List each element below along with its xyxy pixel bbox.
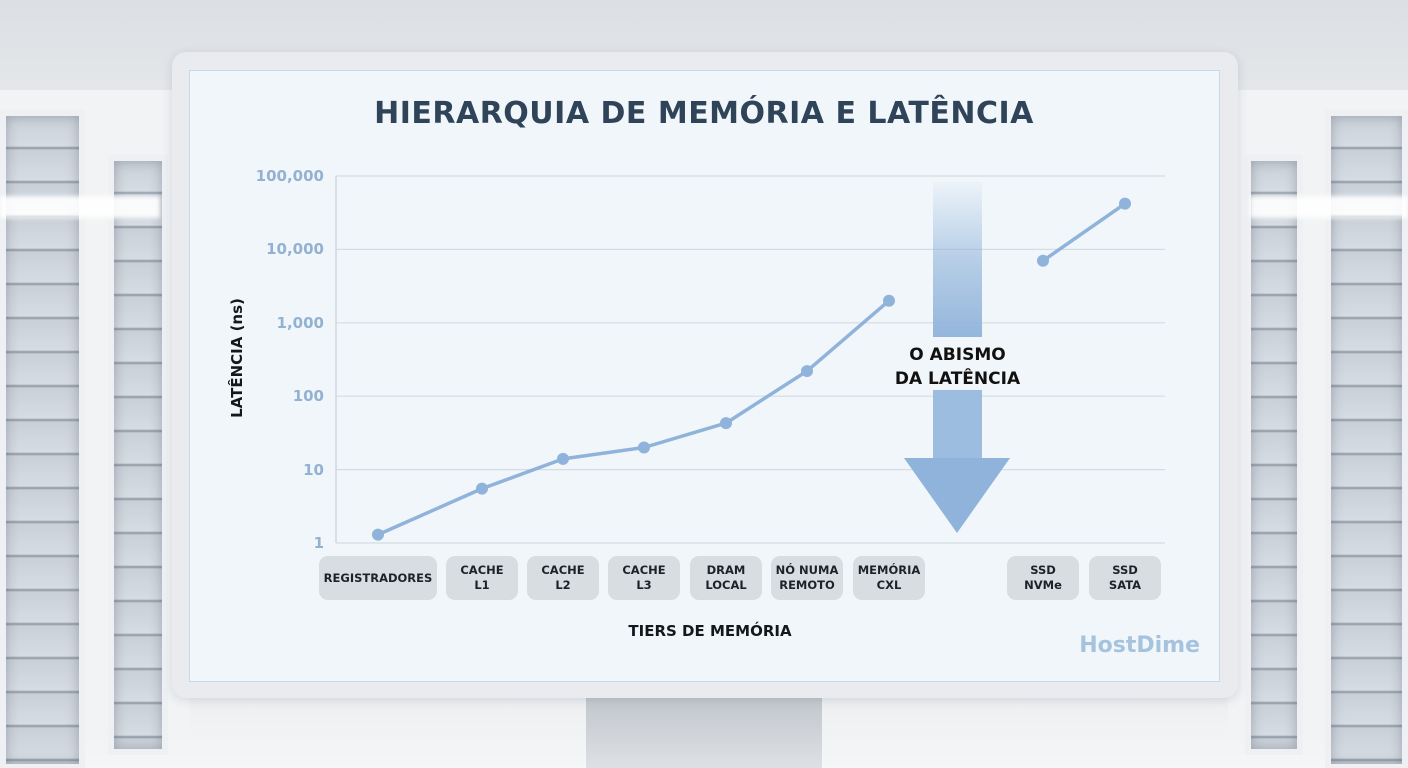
y-tick-label: 10	[303, 460, 324, 479]
x-category-label: MEMÓRIA CXL	[853, 556, 925, 600]
x-category-label: CACHE L3	[608, 556, 680, 600]
data-point	[476, 482, 488, 495]
series-line	[377, 299, 891, 537]
data-point	[720, 417, 732, 430]
server-rack-right-1	[1245, 155, 1303, 755]
x-category-label: NÓ NUMA REMOTO	[771, 556, 843, 600]
x-category-label: DRAM LOCAL	[690, 556, 762, 600]
brand-logo: HostDime	[1079, 633, 1200, 658]
x-category-label: SSD NVMe	[1007, 556, 1079, 600]
data-point	[1119, 197, 1131, 210]
y-tick-label: 1	[313, 534, 324, 552]
x-category-label: CACHE L2	[527, 556, 599, 600]
server-rack-left-1	[0, 110, 85, 768]
x-axis-label: TIERS DE MEMÓRIA	[628, 622, 792, 640]
latency-series	[372, 197, 1131, 541]
x-category-label: CACHE L1	[446, 556, 518, 600]
chart-title: HIERARQUIA DE MEMÓRIA E LATÊNCIA	[374, 96, 1034, 131]
y-tick-label: 100,000	[255, 167, 324, 185]
server-rack-right-2	[1325, 110, 1408, 768]
data-point	[1037, 254, 1049, 267]
y-tick-label: 10,000	[266, 240, 324, 259]
light-reflection	[1250, 196, 1408, 218]
data-point	[638, 441, 650, 454]
data-point	[557, 452, 569, 465]
y-tick-label: 1,000	[276, 313, 324, 332]
data-point	[883, 294, 895, 307]
monitor-stand	[586, 698, 822, 768]
server-rack-left-2	[108, 155, 168, 755]
series-line	[1041, 202, 1127, 263]
light-reflection	[0, 196, 160, 218]
gridlines	[336, 175, 1165, 544]
latency-chasm-annotation: O ABISMO DA LATÊNCIA	[894, 345, 1021, 389]
latency-chasm-arrow-icon	[904, 182, 1010, 533]
data-point	[372, 528, 384, 541]
x-category-label: REGISTRADORES	[319, 556, 437, 600]
data-point	[801, 365, 813, 378]
x-category-label: SSD SATA	[1089, 556, 1161, 600]
y-tick-label: 100	[292, 387, 324, 406]
